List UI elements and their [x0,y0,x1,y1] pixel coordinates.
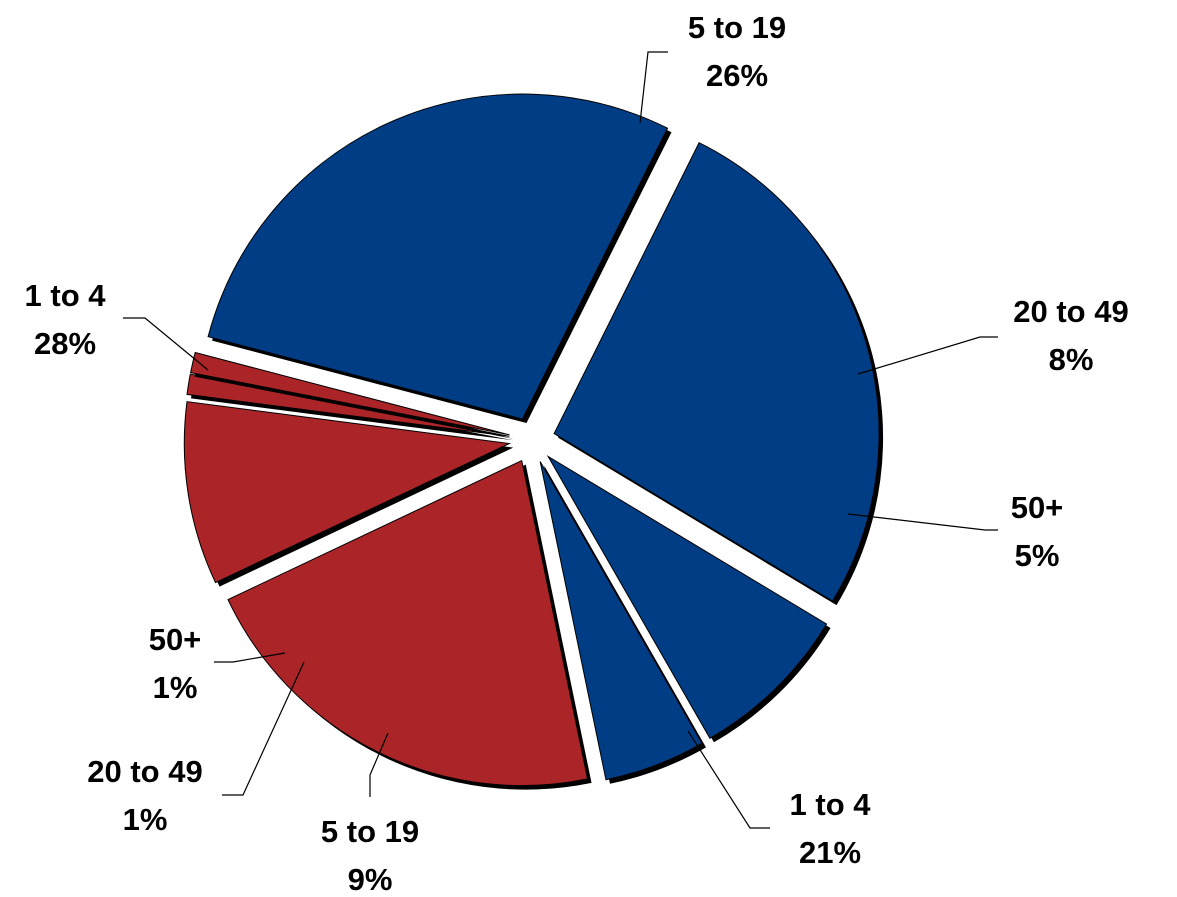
leader-line [214,652,286,663]
pie-slice [553,142,880,602]
slice-percent-label: 5% [1015,538,1060,573]
slice-label: 20 to 49 1% [87,754,202,837]
slice-category-label: 1 to 4 [790,787,872,822]
slice-category-label: 5 to 19 [688,10,786,45]
slice-label: 5 to 19 26% [688,10,786,93]
pie-slices [183,93,884,790]
slice-category-label: 50+ [149,622,202,657]
slice-percent-label: 28% [34,326,96,361]
pie-slice [227,459,589,787]
slice-category-label: 50+ [1011,490,1064,525]
pie-slice [539,461,703,781]
slice-percent-label: 9% [348,862,393,897]
slice-percent-label: 1% [153,670,198,705]
leader-line [857,336,998,375]
slice-category-label: 20 to 49 [1013,294,1128,329]
pie-slice [207,93,669,420]
leader-line [222,661,305,796]
slice-percent-label: 8% [1049,342,1094,377]
slice-category-label: 5 to 19 [321,814,419,849]
slice-label: 20 to 49 8% [1013,294,1128,377]
slice-category-label: 20 to 49 [87,754,202,789]
slice-labels: 5 to 19 26%20 to 49 8%50+ 5%1 to 4 21%5 to 1… [25,10,1129,897]
pie-slice [190,351,510,436]
slice-category-label: 1 to 4 [25,278,107,313]
pie-slice [183,401,512,584]
slice-label: 1 to 4 28% [25,278,107,361]
slice-label: 5 to 19 9% [321,814,419,897]
slice-label: 50+ 5% [1011,490,1064,573]
slice-percent-label: 1% [123,802,168,837]
slice-label: 50+ 1% [149,622,202,705]
leader-line [639,51,668,124]
leader-line [369,732,389,797]
leader-lines [123,51,998,829]
leader-line [123,317,209,371]
slice-percent-label: 21% [799,835,861,870]
slice-label: 1 to 4 21% [790,787,872,870]
pie-slice [546,455,828,739]
leader-line [687,730,770,829]
leader-line [847,513,998,531]
slice-percent-label: 26% [706,58,768,93]
